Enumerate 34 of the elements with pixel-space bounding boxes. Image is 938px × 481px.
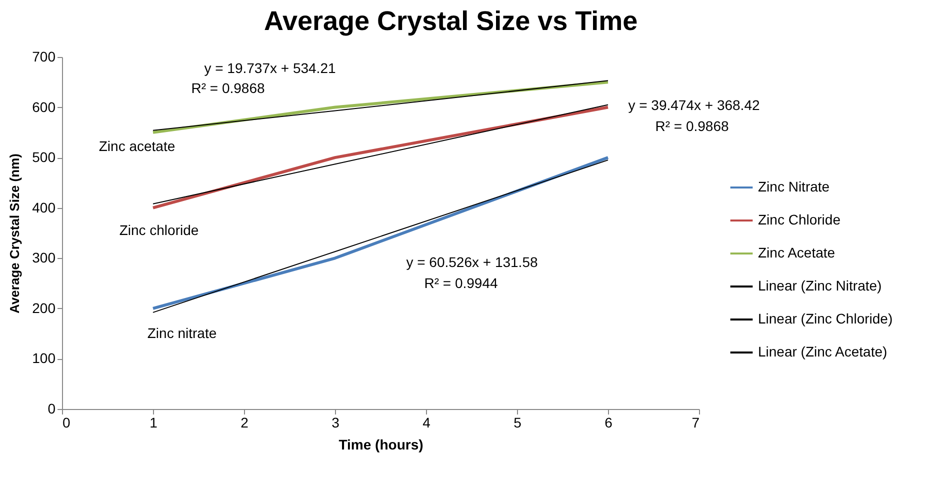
legend-label: Linear (Zinc Acetate)	[758, 344, 888, 360]
x-tick-label: 5	[514, 414, 522, 430]
x-tick-label: 2	[240, 414, 249, 430]
legend-label: Zinc Nitrate	[758, 178, 830, 194]
annotation: Zinc chloride	[119, 222, 199, 238]
x-tick-label: 6	[604, 414, 613, 430]
y-axis-title: Average Crystal Size (nm)	[7, 154, 22, 314]
x-tick-label: 3	[332, 414, 340, 430]
x-tick-label: 0	[62, 414, 70, 430]
y-tick-label: 500	[32, 149, 56, 166]
legend-label: Linear (Zinc Nitrate)	[758, 278, 882, 294]
annotation: R² = 0.9868	[655, 118, 729, 134]
y-tick-label: 700	[32, 48, 56, 64]
annotation: y = 60.526x + 131.58	[406, 254, 538, 270]
y-tick-label: 200	[32, 300, 56, 316]
y-tick-label: 600	[32, 98, 56, 115]
legend-label: Linear (Zinc Chloride)	[758, 310, 893, 326]
legend-label: Zinc Chloride	[758, 212, 841, 228]
x-axis-title: Time (hours)	[338, 436, 424, 452]
x-tick-label: 4	[422, 414, 431, 430]
y-tick-label: 300	[32, 250, 56, 266]
y-tick-label: 0	[48, 400, 56, 416]
legend-label: Zinc Acetate	[758, 244, 836, 260]
x-tick-label: 7	[692, 414, 700, 430]
annotation: R² = 0.9944	[424, 275, 498, 291]
chart-title: Average Crystal Size vs Time	[264, 6, 638, 36]
x-tick-label: 1	[150, 414, 158, 430]
annotation: y = 19.737x + 534.21	[204, 60, 336, 76]
y-tick-label: 100	[32, 350, 56, 366]
annotation: Zinc nitrate	[147, 325, 217, 341]
annotation: R² = 0.9868	[191, 80, 265, 96]
annotation: y = 39.474x + 368.42	[628, 97, 760, 113]
annotation: Zinc acetate	[98, 138, 176, 154]
y-tick-label: 400	[32, 199, 56, 216]
